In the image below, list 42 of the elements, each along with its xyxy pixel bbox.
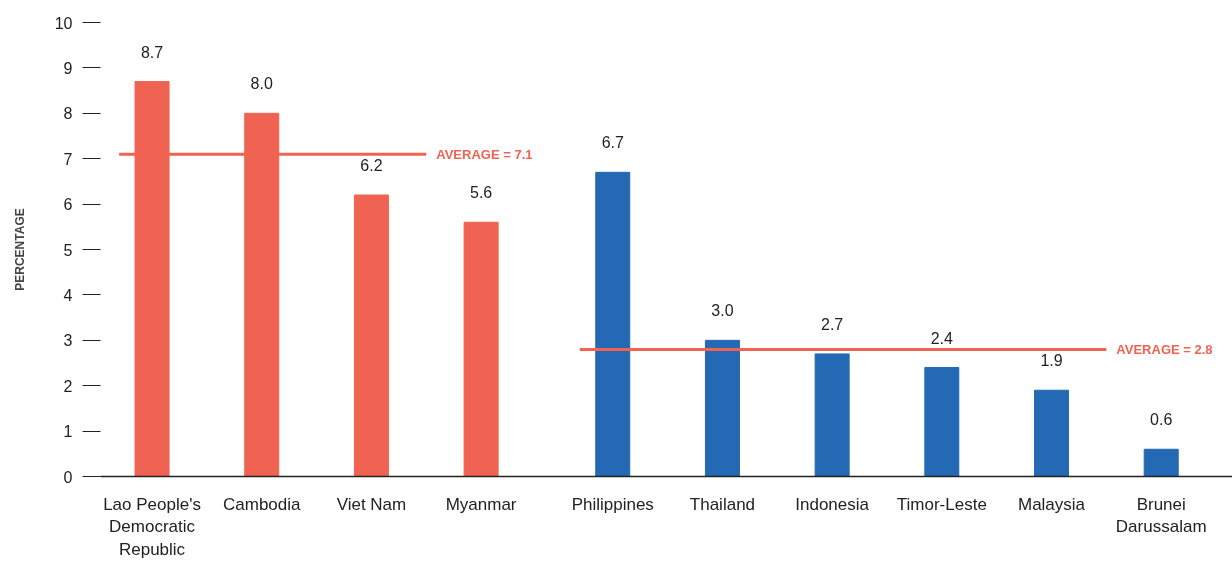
x-tick-label: Indonesia — [795, 494, 870, 514]
bar — [1143, 448, 1179, 477]
y-tick-label: 5 — [63, 241, 73, 259]
data-label: 2.4 — [930, 329, 954, 347]
data-label: 3.0 — [711, 302, 734, 320]
data-label: 2.7 — [821, 315, 844, 333]
y-tick-label: 2 — [63, 377, 73, 395]
y-tick-label: 0 — [63, 468, 73, 486]
bar — [814, 353, 850, 477]
x-tick-label: Brunei Darussalam — [1115, 494, 1207, 537]
data-label: 8.7 — [140, 43, 164, 61]
x-tick-label: Thailand — [689, 494, 756, 514]
x-tick-label: Timor-Leste — [896, 494, 987, 514]
y-tick-label: 10 — [54, 14, 73, 32]
bar — [924, 367, 960, 477]
y-tick-label: 3 — [63, 332, 73, 350]
x-tick-label: Myanmar — [445, 494, 517, 514]
y-tick-label: 1 — [63, 423, 73, 441]
x-tick-label: Lao People's Democratic Republic — [103, 494, 201, 560]
bar — [463, 221, 499, 477]
x-tick-label: Viet Nam — [336, 494, 407, 514]
y-tick-label: 9 — [63, 59, 73, 77]
bar — [1034, 389, 1070, 477]
data-label: 6.2 — [360, 157, 383, 175]
data-label: 5.6 — [470, 184, 493, 202]
ref-line-label: AVERAGE = 2.8 — [1116, 341, 1213, 357]
bar — [353, 194, 389, 477]
ref-line-label: AVERAGE = 7.1 — [436, 146, 533, 162]
data-label: 8.0 — [250, 75, 273, 93]
x-tick-label: Philippines — [571, 494, 654, 514]
x-tick-label: Cambodia — [223, 494, 302, 514]
bar — [704, 339, 740, 477]
y-tick-label: 4 — [63, 286, 73, 304]
y-axis-title: PERCENTAGE — [12, 208, 27, 291]
y-tick-label: 6 — [63, 196, 73, 214]
data-label: 6.7 — [601, 134, 624, 152]
x-tick-label: Malaysia — [1017, 494, 1086, 514]
data-label: 0.6 — [1150, 411, 1173, 429]
y-tick-label: 8 — [63, 105, 73, 123]
data-label: 1.9 — [1040, 352, 1063, 370]
bar — [595, 171, 631, 477]
y-tick-label: 7 — [63, 150, 73, 168]
